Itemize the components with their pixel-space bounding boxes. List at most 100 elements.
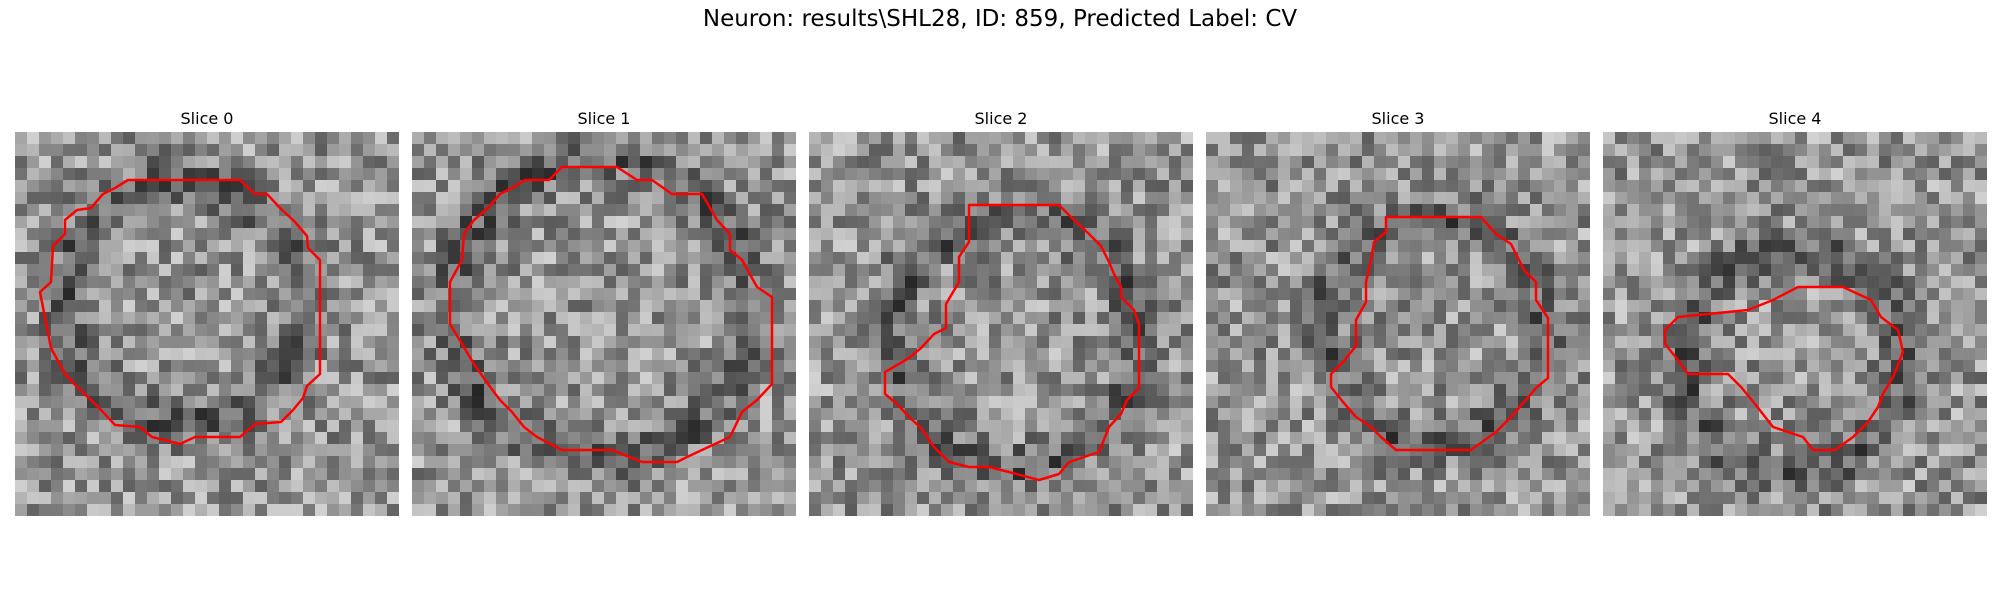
pixel [1350,372,1363,385]
pixel [1350,192,1363,205]
pixel [700,492,713,505]
pixel [1218,420,1231,433]
pixel [135,468,148,481]
pixel [724,180,737,193]
pixel [1651,456,1664,469]
pixel [1747,348,1760,361]
pixel [700,504,713,516]
pixel [1663,204,1676,217]
pixel [1627,456,1640,469]
pixel [1290,420,1303,433]
pixel [1085,276,1098,289]
pixel [1278,360,1291,373]
pixel [63,468,76,481]
pixel [893,348,906,361]
pixel [748,216,761,229]
pixel [508,168,521,181]
pixel [1338,456,1351,469]
pixel [1278,168,1291,181]
pixel [688,216,701,229]
pixel [1927,228,1940,241]
pixel [1554,348,1567,361]
pixel [1771,336,1784,349]
pixel [1278,456,1291,469]
pixel [448,240,461,253]
pixel [1446,432,1459,445]
pixel [845,180,858,193]
pixel [1879,132,1892,145]
pixel [556,504,569,516]
pixel [760,432,773,445]
pixel [664,396,677,409]
pixel [1037,132,1050,145]
pixel [1398,384,1411,397]
pixel [604,396,617,409]
pixel [640,264,653,277]
pixel [339,324,352,337]
pixel [784,132,796,145]
pixel [1867,156,1880,169]
pixel [484,396,497,409]
pixel [15,372,28,385]
pixel [941,432,954,445]
pixel [15,156,28,169]
pixel [1494,240,1507,253]
pixel [953,408,966,421]
pixel [917,324,930,337]
pixel [207,480,220,493]
pixel [1795,168,1808,181]
pixel [1290,348,1303,361]
pixel [628,144,641,157]
pixel [1530,312,1543,325]
pixel [15,180,28,193]
pixel [905,312,918,325]
pixel [135,168,148,181]
pixel [881,492,894,505]
pixel [63,336,76,349]
pixel [351,372,364,385]
pixel [195,156,208,169]
pixel [147,444,160,457]
pixel [123,312,136,325]
pixel [39,252,52,265]
pixel [219,468,232,481]
pixel [1951,180,1964,193]
pixel [628,504,641,516]
pixel [75,276,88,289]
pixel [87,216,100,229]
pixel [1975,132,1987,145]
pixel [1867,372,1880,385]
pixel [1290,180,1303,193]
pixel [1735,204,1748,217]
pixel [1494,348,1507,361]
pixel [303,276,316,289]
pixel [712,264,725,277]
pixel [965,444,978,457]
pixel [1566,492,1579,505]
pixel [1975,432,1987,445]
pixel [652,228,665,241]
pixel [472,252,485,265]
pixel [99,384,112,397]
pixel [1446,276,1459,289]
pixel [1434,264,1447,277]
pixel [351,192,364,205]
pixel [1181,240,1193,253]
pixel [387,168,399,181]
pixel [604,240,617,253]
pixel [821,132,834,145]
pixel [1338,288,1351,301]
pixel [1133,456,1146,469]
pixel [1566,288,1579,301]
pixel [1181,204,1193,217]
pixel [881,132,894,145]
pixel [255,276,268,289]
slice-image [15,132,399,516]
pixel [1843,156,1856,169]
pixel [1530,372,1543,385]
pixel [195,204,208,217]
pixel [977,336,990,349]
pixel [1494,288,1507,301]
pixel [1578,324,1590,337]
pixel [267,312,280,325]
